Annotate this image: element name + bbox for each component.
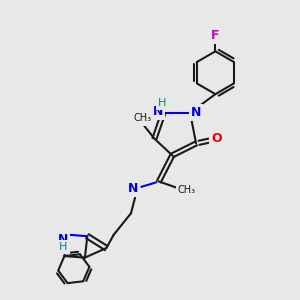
Text: CH₃: CH₃ [178, 184, 196, 194]
Text: CH₃: CH₃ [134, 113, 152, 124]
Text: O: O [212, 132, 222, 145]
Text: N: N [57, 233, 68, 246]
Text: N: N [153, 105, 163, 118]
Text: F: F [211, 29, 220, 42]
Text: N: N [191, 106, 201, 119]
Text: H: H [158, 98, 166, 108]
Text: N: N [128, 182, 138, 194]
Text: H: H [59, 242, 68, 252]
